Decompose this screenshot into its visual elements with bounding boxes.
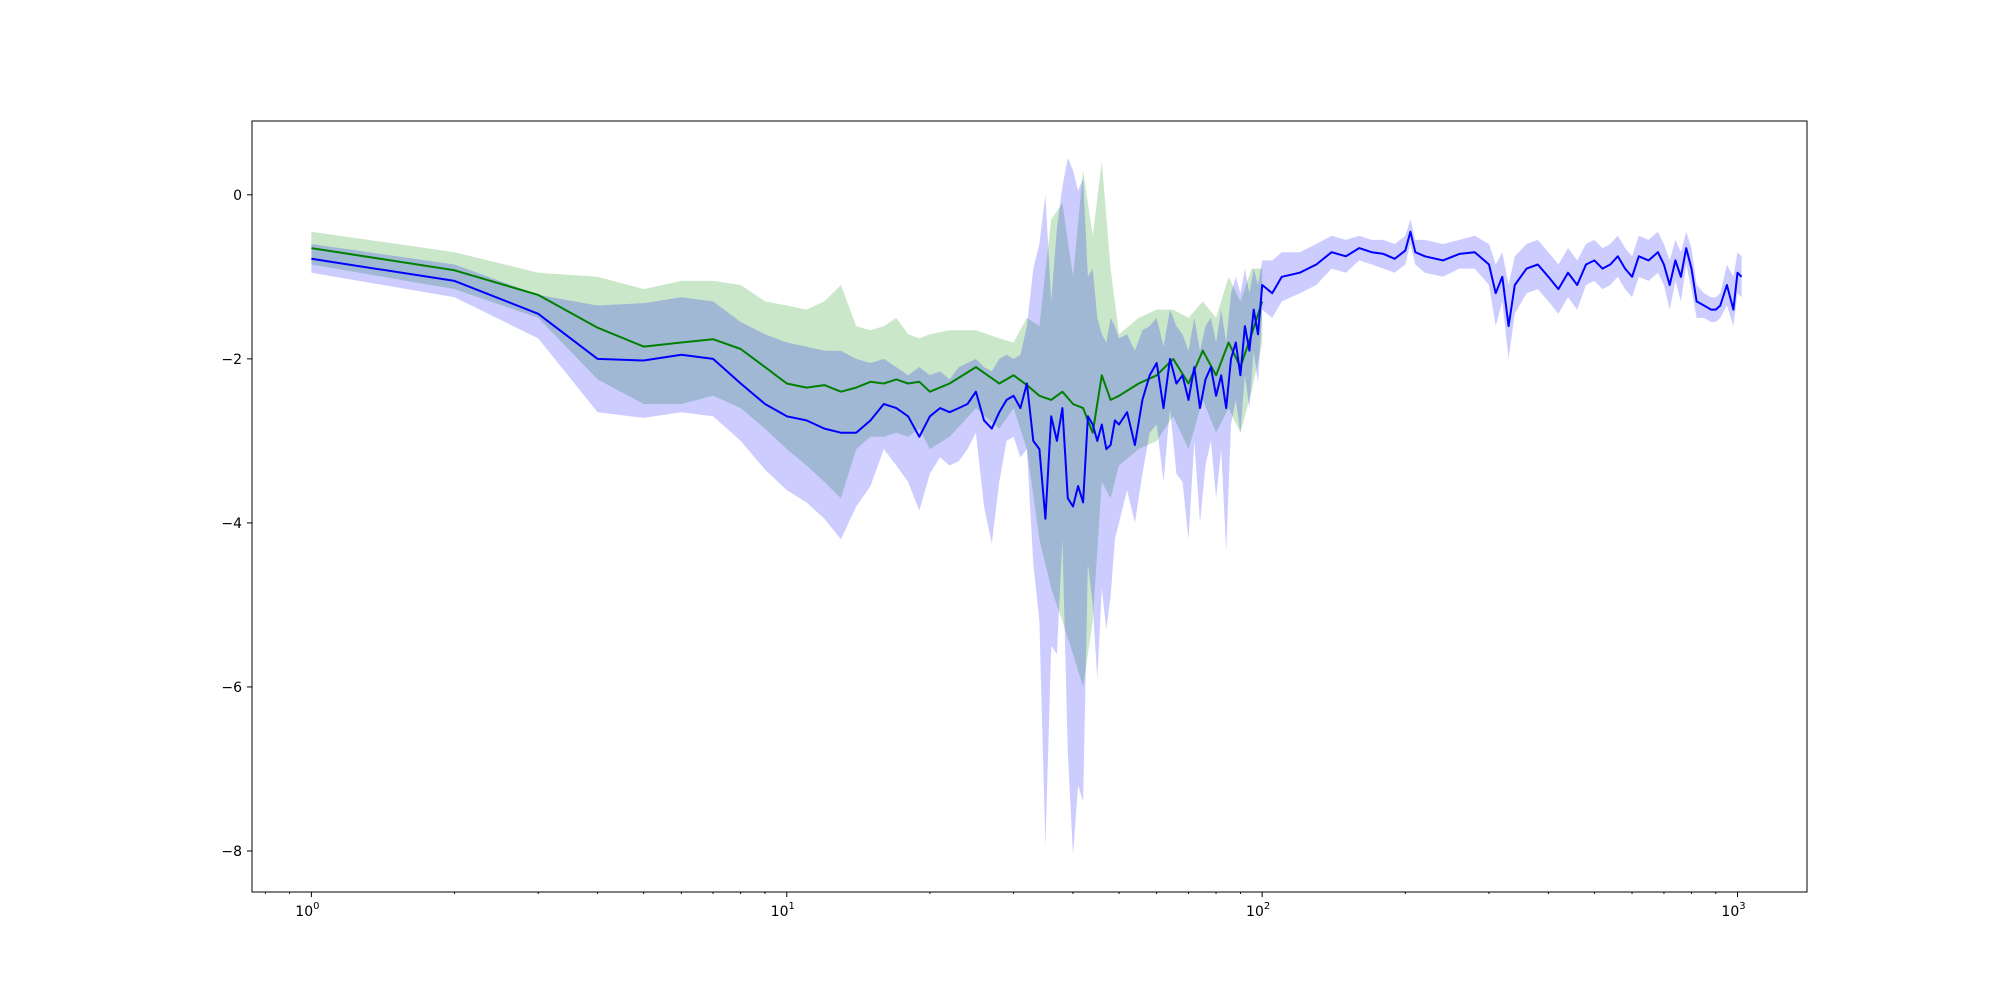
x-tick-exponent: 2	[1264, 901, 1270, 912]
x-tick-base: 10	[1721, 904, 1739, 920]
series-lines	[311, 230, 1743, 520]
x-tick-base: 10	[295, 904, 313, 920]
x-tick-exponent: 0	[313, 901, 319, 912]
series-1-line	[311, 230, 1743, 520]
x-tick-exponent: 3	[1739, 901, 1745, 912]
y-tick-label: −6	[221, 680, 242, 696]
x-tick-label: 101	[771, 901, 795, 920]
plot-area	[251, 120, 1808, 893]
plot-frame	[251, 120, 1808, 893]
x-tick-base: 10	[1246, 904, 1264, 920]
x-tick-label: 102	[1246, 901, 1270, 920]
y-tick-label: −8	[221, 844, 242, 860]
x-tick-label: 100	[295, 901, 319, 920]
x-tick-exponent: 1	[789, 901, 795, 912]
plot-background	[252, 121, 1807, 892]
confidence-bands	[311, 157, 1742, 856]
y-tick-label: −2	[221, 352, 242, 368]
y-tick-label: 0	[233, 188, 242, 204]
y-tick-label: −4	[221, 516, 242, 532]
series-0-band	[311, 162, 1263, 687]
x-tick-base: 10	[771, 904, 789, 920]
x-axis: 100 101 102 103	[264, 892, 1746, 920]
series-1-band	[311, 157, 1742, 856]
y-axis: 0 −2 −4 −6 −8	[221, 188, 252, 860]
x-tick-label: 103	[1721, 901, 1745, 920]
